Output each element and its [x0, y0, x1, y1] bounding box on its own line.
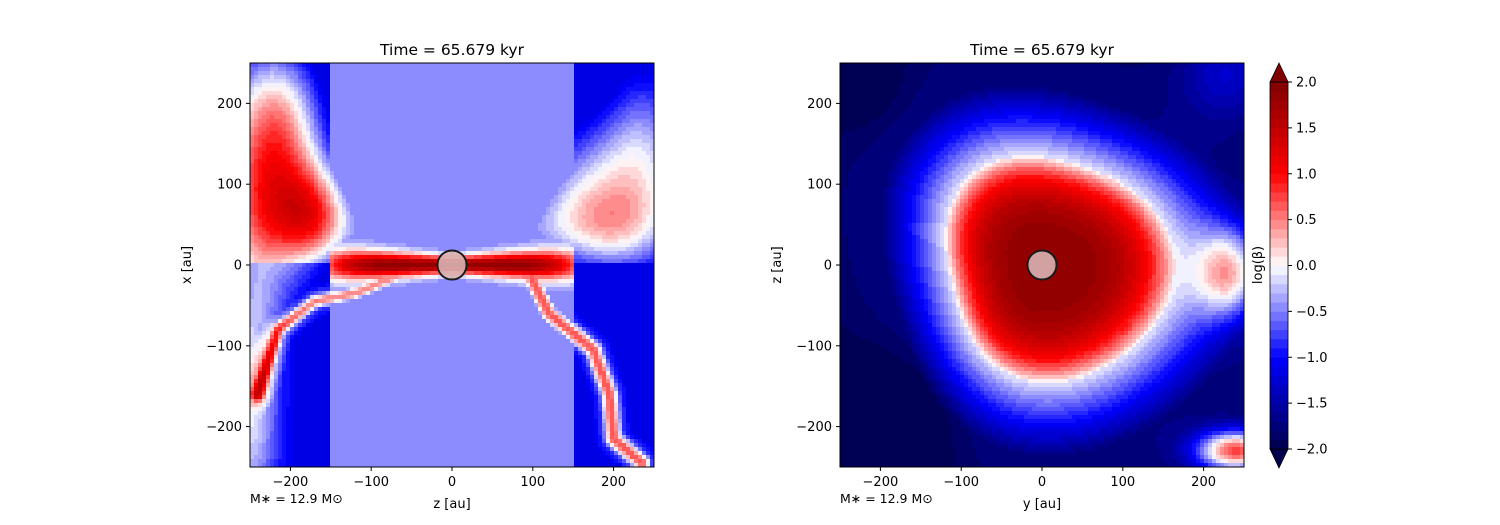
colorbar-level: [1270, 201, 1288, 211]
colorbar-level: [1270, 311, 1288, 321]
left-panel-title: Time = 65.679 kyr: [379, 41, 525, 59]
left-x-axis-label: z [au]: [433, 497, 470, 512]
colorbar-extend-max-arrow: [1269, 62, 1289, 83]
y-tick-label: 200: [217, 97, 242, 112]
colorbar-level: [1270, 375, 1288, 386]
colorbar-level: [1270, 127, 1288, 138]
colorbar-tick-label: −1.0: [1296, 351, 1328, 366]
colorbar-level: [1270, 430, 1288, 441]
right-x-axis: −200 −100 0 100 200: [863, 467, 1216, 490]
colorbar-level: [1270, 439, 1288, 450]
y-tick-label: 100: [807, 178, 832, 193]
y-tick-label: 200: [807, 97, 832, 112]
colorbar-level: [1270, 155, 1288, 165]
colorbar-level: [1270, 265, 1288, 276]
y-tick-label: −100: [206, 339, 242, 354]
colorbar-level: [1270, 146, 1288, 156]
left-heatmap: [250, 63, 654, 467]
y-tick-label: −200: [796, 420, 832, 435]
colorbar-level: [1270, 192, 1288, 202]
x-tick-label: 100: [1110, 475, 1135, 490]
right-x-axis-label: y [au]: [1023, 497, 1061, 512]
y-tick-label: −200: [206, 420, 242, 435]
colorbar-level: [1270, 357, 1288, 367]
colorbar-level: [1270, 210, 1288, 221]
right-panel: Time = 65.679 kyr −200 −100 0 100 200 −200 −1…: [770, 41, 1245, 512]
colorbar-tick-label: 0.5: [1296, 213, 1317, 228]
colorbar-level: [1270, 100, 1288, 110]
colorbar-level: [1270, 173, 1288, 184]
left-mass-annotation: M∗ = 12.9 M⊙: [250, 491, 343, 506]
colorbar-level: [1270, 302, 1288, 312]
colorbar: −2.0 −1.5 −1.0 −0.5 0.0 0.5 1.0 1.5 2.0 log(β): [1251, 62, 1328, 469]
right-mass-annotation: M∗ = 12.9 M⊙: [840, 491, 933, 506]
colorbar-level: [1270, 338, 1288, 349]
x-tick-label: 0: [448, 475, 456, 490]
colorbar-level: [1270, 348, 1288, 358]
x-tick-label: 100: [520, 475, 545, 490]
colorbar-level: [1270, 109, 1288, 120]
colorbar-tick-label: 1.0: [1296, 167, 1317, 182]
colorbar-level: [1270, 247, 1288, 257]
x-tick-label: −100: [943, 475, 979, 490]
colorbar-level: [1270, 274, 1288, 285]
colorbar-level: [1270, 182, 1288, 193]
colorbar-tick-label: −1.5: [1296, 397, 1328, 412]
colorbar-level: [1270, 91, 1288, 101]
y-tick-label: 0: [234, 259, 242, 274]
x-tick-label: −200: [273, 475, 309, 490]
colorbar-label: log(β): [1251, 246, 1266, 284]
colorbar-tick-label: −2.0: [1296, 443, 1328, 458]
colorbar-level: [1270, 237, 1288, 248]
colorbar-level: [1270, 412, 1288, 422]
left-panel: Time = 65.679 kyr −200 −100 0 100 200 −200 −1…: [180, 41, 655, 512]
colorbar-level: [1270, 403, 1288, 413]
colorbar-level: [1270, 421, 1288, 432]
colorbar-level: [1270, 228, 1288, 239]
y-tick-label: −100: [796, 339, 832, 354]
colorbar-level: [1270, 283, 1288, 294]
x-tick-label: 200: [1191, 475, 1216, 490]
colorbar-tick-label: 1.5: [1296, 121, 1317, 136]
y-tick-label: 0: [824, 259, 832, 274]
colorbar-level: [1270, 82, 1288, 92]
colorbar-level: [1270, 137, 1288, 147]
colorbar-level: [1270, 118, 1288, 129]
left-sink-particle: [436, 249, 468, 281]
left-x-axis: −200 −100 0 100 200: [273, 467, 626, 490]
colorbar-extend-min-arrow: [1269, 448, 1289, 469]
right-sink-particle: [1026, 249, 1058, 281]
x-tick-label: 200: [601, 475, 626, 490]
left-y-axis-label: x [au]: [180, 246, 195, 284]
colorbar-tick-label: 2.0: [1296, 76, 1317, 91]
x-tick-label: −100: [353, 475, 389, 490]
colorbar-level: [1270, 384, 1288, 395]
left-y-axis: −200 −100 0 100 200: [206, 97, 250, 435]
colorbar-level: [1270, 320, 1288, 331]
colorbar-level: [1270, 366, 1288, 377]
colorbar-tick-label: 0.0: [1296, 259, 1317, 274]
colorbar-level: [1270, 219, 1288, 230]
right-y-axis: −200 −100 0 100 200: [796, 97, 840, 435]
x-tick-label: −200: [863, 475, 899, 490]
colorbar-level: [1270, 256, 1288, 266]
right-panel-title: Time = 65.679 kyr: [969, 41, 1115, 59]
x-tick-label: 0: [1038, 475, 1046, 490]
colorbar-level: [1270, 164, 1288, 175]
colorbar-level: [1270, 293, 1288, 303]
colorbar-tick-label: −0.5: [1296, 305, 1328, 320]
y-tick-label: 100: [217, 178, 242, 193]
right-heatmap: [840, 63, 1244, 467]
colorbar-level: [1270, 329, 1288, 340]
colorbar-level: [1270, 393, 1288, 404]
right-y-axis-label: z [au]: [770, 246, 785, 283]
